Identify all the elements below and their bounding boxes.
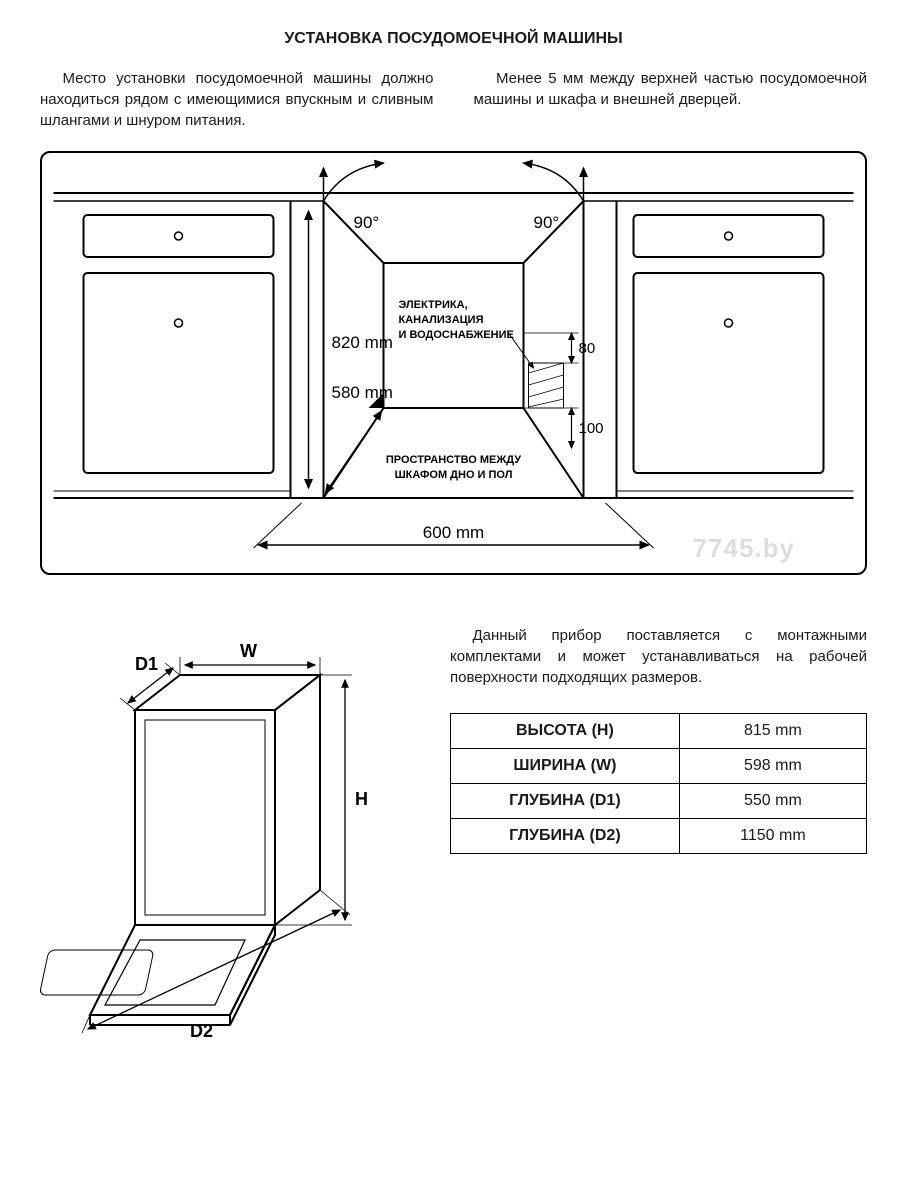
dim-label: ГЛУБИНА (D2) <box>451 819 680 854</box>
table-row: ГЛУБИНА (D1)550 mm <box>451 784 867 819</box>
lower-right-col: Данный прибор поставляется с монтажными … <box>450 625 867 854</box>
table-row: ШИРИНА (W)598 mm <box>451 749 867 784</box>
floor-l2: ШКАФОМ ДНО И ПОЛ <box>395 469 513 481</box>
dimensions-table: ВЫСОТА (H)815 mmШИРИНА (W)598 mmГЛУБИНА … <box>450 713 867 854</box>
util-l3: И ВОДОСНАБЖЕНИЕ <box>399 329 514 341</box>
depth-dim: 580 mm <box>332 383 393 402</box>
h-label: H <box>355 789 368 809</box>
lower-section: D1 W H D2 Данный прибор поставляется с м… <box>40 625 867 1045</box>
w-label: W <box>240 641 257 661</box>
intro-text-right: Менее 5 мм между верхней частью посудомо… <box>474 68 868 110</box>
dim-value: 1150 mm <box>679 819 866 854</box>
installation-diagram: 90° 90° 820 mm 580 mm ЭЛЕКТРИКА, КАНАЛИЗ… <box>40 151 867 575</box>
table-row: ГЛУБИНА (D2)1150 mm <box>451 819 867 854</box>
intro-text-left: Место установки посудомоечной машины дол… <box>40 68 434 131</box>
dim-value: 815 mm <box>679 714 866 749</box>
dim-value: 598 mm <box>679 749 866 784</box>
gap1-dim: 80 <box>579 340 596 357</box>
angle-left-label: 90° <box>354 213 380 232</box>
description: Данный прибор поставляется с монтажными … <box>450 625 867 688</box>
intro-columns: Место установки посудомоечной машины дол… <box>40 68 867 131</box>
width-dim: 600 mm <box>423 523 484 542</box>
floor-l1: ПРОСТРАНСТВО МЕЖДУ <box>386 454 521 466</box>
dim-label: ШИРИНА (W) <box>451 749 680 784</box>
intro-col-right: Менее 5 мм между верхней частью посудомо… <box>474 68 868 131</box>
dimensions-diagram: D1 W H D2 <box>40 625 420 1045</box>
description-text: Данный прибор поставляется с монтажными … <box>450 625 867 688</box>
page-title: УСТАНОВКА ПОСУДОМОЕЧНОЙ МАШИНЫ <box>40 30 867 48</box>
gap2-dim: 100 <box>579 420 604 437</box>
dim-value: 550 mm <box>679 784 866 819</box>
angle-right-label: 90° <box>534 213 560 232</box>
d1-label: D1 <box>135 654 158 674</box>
watermark: 7745.by <box>693 533 795 564</box>
d2-label: D2 <box>190 1021 213 1041</box>
util-l1: ЭЛЕКТРИКА, <box>399 299 468 311</box>
height-dim: 820 mm <box>332 333 393 352</box>
dim-label: ВЫСОТА (H) <box>451 714 680 749</box>
diagram-svg: 90° 90° 820 mm 580 mm ЭЛЕКТРИКА, КАНАЛИЗ… <box>42 153 865 573</box>
intro-col-left: Место установки посудомоечной машины дол… <box>40 68 434 131</box>
dims-svg: D1 W H D2 <box>40 625 420 1045</box>
util-l2: КАНАЛИЗАЦИЯ <box>399 314 484 326</box>
dim-label: ГЛУБИНА (D1) <box>451 784 680 819</box>
table-row: ВЫСОТА (H)815 mm <box>451 714 867 749</box>
